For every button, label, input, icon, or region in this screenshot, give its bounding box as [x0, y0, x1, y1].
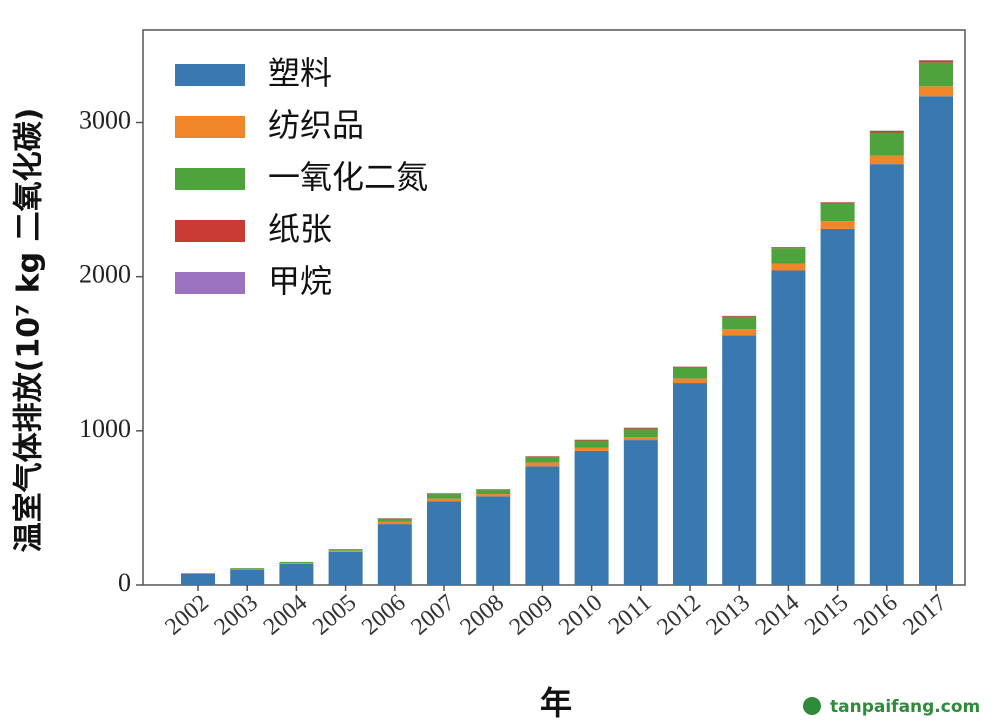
bar-segment — [377, 524, 412, 585]
legend-swatch — [175, 64, 245, 86]
bar-segment — [722, 329, 757, 336]
bar-segment — [869, 132, 904, 156]
x-tick-label: 2002 — [160, 590, 213, 641]
x-tick-label: 2014 — [751, 590, 804, 641]
watermark-icon — [803, 697, 821, 715]
bar-segment — [623, 437, 658, 441]
bar-segment — [820, 202, 855, 204]
bar-segment — [673, 366, 707, 368]
bar-segment — [476, 496, 511, 585]
legend-swatch — [175, 272, 245, 294]
bar-segment — [279, 562, 314, 563]
bar-segment — [673, 367, 707, 379]
bar-segment — [820, 228, 855, 585]
x-tick-label: 2003 — [210, 590, 263, 641]
y-tick-label: 0 — [118, 568, 131, 597]
bar-segment — [574, 440, 609, 448]
x-tick-label: 2011 — [604, 590, 657, 640]
bar-segment — [771, 247, 806, 249]
bar-segment — [279, 563, 314, 585]
x-tick-label: 2009 — [505, 590, 558, 641]
bar-segment — [181, 573, 215, 585]
bar-segment — [525, 466, 560, 585]
bar-segment — [919, 60, 953, 63]
bar-segment — [722, 316, 757, 330]
x-tick-label: 2008 — [456, 590, 509, 641]
x-axis-title: 年 — [540, 684, 572, 722]
legend-swatch — [175, 220, 245, 242]
legend-swatch — [175, 116, 245, 138]
bar-segment — [328, 550, 363, 552]
bar-segment — [377, 518, 412, 522]
bar-segment — [623, 440, 658, 585]
bar-segment — [771, 248, 806, 264]
y-tick-label: 1000 — [79, 414, 131, 443]
bar-segment — [279, 562, 314, 564]
x-tick-label: 2010 — [554, 590, 607, 641]
x-tick-label: 2006 — [357, 590, 410, 641]
y-axis-title: 温室气体排放(10⁷ kg 二氧化碳) — [12, 108, 47, 553]
x-tick-label: 2005 — [308, 590, 361, 641]
bar-segment — [377, 521, 412, 525]
legend-swatch — [175, 168, 245, 190]
bar-segment — [869, 155, 904, 165]
bar-segment — [820, 221, 855, 229]
x-tick-label: 2017 — [898, 590, 951, 641]
bar-segment — [328, 551, 363, 585]
y-tick-label: 3000 — [79, 105, 131, 134]
bar-segment — [230, 568, 265, 570]
bar-segment — [230, 569, 265, 585]
bar-segment — [525, 456, 560, 458]
x-tick-label: 2013 — [702, 590, 755, 641]
bar-segment — [525, 462, 560, 467]
x-tick-label: 2004 — [259, 590, 312, 641]
bar-segment — [919, 86, 953, 97]
bar-segment — [771, 263, 806, 271]
bar-segment — [722, 315, 757, 317]
bar-segment — [574, 450, 609, 585]
bar-segment — [574, 439, 609, 441]
bar-segment — [623, 428, 658, 437]
bar-segment — [427, 494, 461, 499]
bar-segment — [919, 96, 953, 586]
bar-segment — [476, 494, 511, 497]
x-tick-label: 2016 — [849, 590, 902, 641]
legend-label: 纸张 — [268, 210, 332, 248]
bar-segment — [673, 378, 707, 384]
bar-segment — [427, 501, 461, 585]
legend-label: 一氧化二氮 — [268, 158, 428, 196]
legend-label: 甲烷 — [268, 262, 332, 300]
bar-segment — [525, 457, 560, 463]
bar-segment — [230, 568, 265, 569]
bar-segment — [673, 383, 707, 585]
bar-segment — [722, 335, 757, 585]
bar-segment — [771, 270, 806, 585]
bar-segment — [869, 164, 904, 585]
bar-segment — [476, 490, 511, 495]
x-tick-label: 2012 — [652, 590, 705, 641]
bar-segment — [820, 203, 855, 222]
legend-label: 塑料 — [268, 54, 332, 92]
bar-segment — [574, 447, 609, 451]
bar-segment — [919, 62, 953, 87]
bar-segment — [476, 489, 511, 491]
x-tick-label: 2015 — [800, 590, 853, 641]
bar-segment — [427, 498, 461, 502]
watermark: tanpaifang.com — [830, 697, 980, 717]
bar-segment — [623, 427, 658, 429]
bar-segment — [869, 130, 904, 133]
y-tick-label: 2000 — [79, 260, 131, 289]
bar-segment — [427, 493, 461, 495]
bar-segment — [328, 549, 363, 551]
x-tick-label: 2007 — [406, 590, 459, 641]
legend-label: 纺织品 — [268, 106, 364, 144]
